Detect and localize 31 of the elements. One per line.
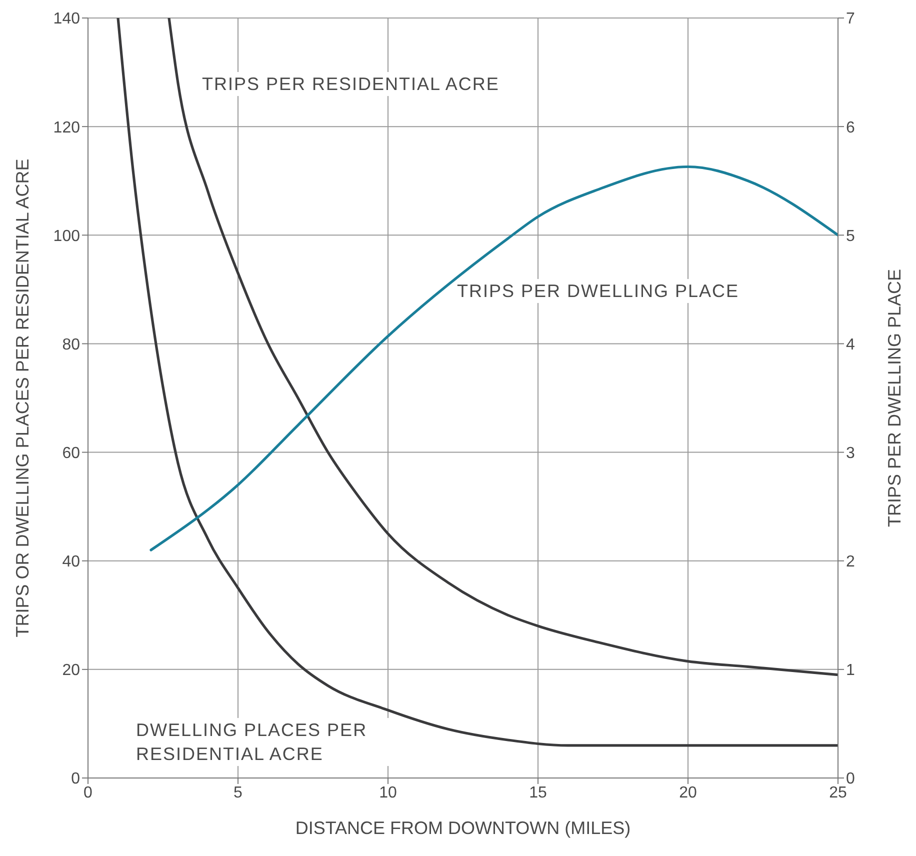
series-label: TRIPS PER RESIDENTIAL ACRE xyxy=(202,72,500,96)
y2-tick-label: 0 xyxy=(846,770,855,788)
x-tick-label: 10 xyxy=(379,784,397,802)
y-tick-label: 100 xyxy=(53,228,80,245)
x-tick-label: 15 xyxy=(529,784,547,802)
y-tick-label: 140 xyxy=(53,10,80,28)
series-label: TRIPS PER DWELLING PLACE xyxy=(457,278,740,303)
y-tick-label: 40 xyxy=(62,554,80,571)
x-axis-title: DISTANCE FROM DOWNTOWN (MILES) xyxy=(295,818,631,838)
y2-tick-label: 5 xyxy=(846,228,855,245)
x-tick-label: 20 xyxy=(679,784,697,802)
y2-tick-label: 7 xyxy=(846,10,855,28)
x-tick-label: 0 xyxy=(84,784,93,802)
line-series xyxy=(150,165,838,552)
y-tick-label: 20 xyxy=(62,662,80,680)
y-tick-label: 80 xyxy=(62,336,80,354)
y2-tick-label: 2 xyxy=(846,554,855,571)
series-label: DWELLING PLACES PER RESIDENTIAL ACRE xyxy=(136,718,396,766)
y2-tick-label: 6 xyxy=(846,119,855,136)
y-tick-label: 0 xyxy=(71,770,80,788)
y2-tick-label: 4 xyxy=(846,336,855,354)
x-tick-label: 25 xyxy=(829,784,847,802)
y-tick-label: 60 xyxy=(62,444,80,462)
y2-tick-label: 3 xyxy=(846,444,855,462)
y-axis-title: TRIPS OR DWELLING PLACES PER RESIDENTIAL ACRE xyxy=(12,158,32,638)
line-series xyxy=(116,18,838,747)
y2-axis-title: TRIPS PER DWELLING PLACE xyxy=(884,268,904,528)
y2-tick-label: 1 xyxy=(846,662,855,680)
line-series xyxy=(168,18,838,676)
x-tick-label: 5 xyxy=(234,784,243,802)
y-tick-label: 120 xyxy=(53,119,80,136)
